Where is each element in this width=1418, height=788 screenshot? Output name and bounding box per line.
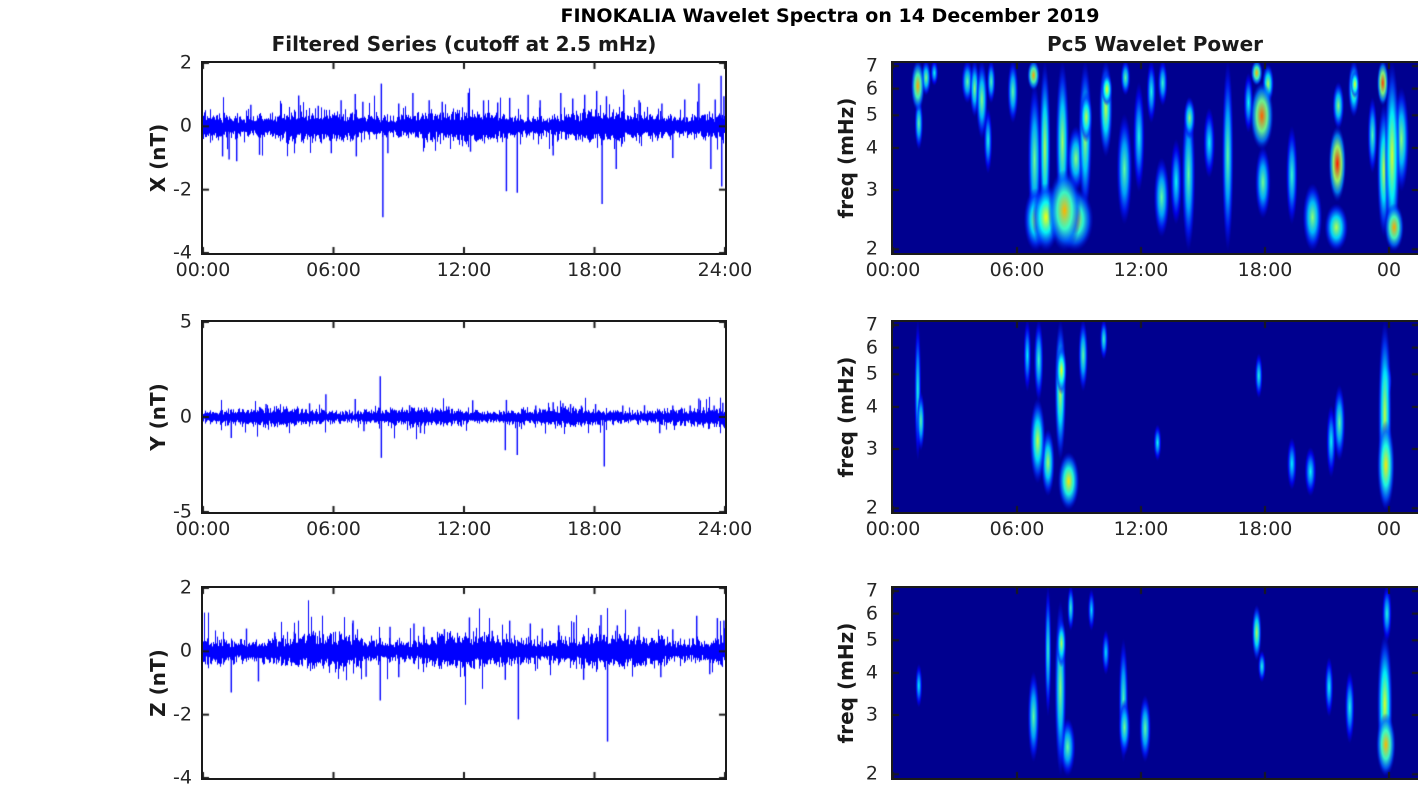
ytick-label-ts-x: 2 xyxy=(179,51,192,74)
xtick-label-sp-x: 00 xyxy=(1376,259,1402,281)
ytick-label-ts-z: 2 xyxy=(179,576,192,599)
ytick-label-sp-y: 4 xyxy=(865,395,878,418)
ytick-label-sp-x: 6 xyxy=(865,77,878,100)
xtick-label-ts-y: 18:00 xyxy=(567,518,622,540)
panel-spectrogram-y xyxy=(891,320,1418,514)
ytick-label-sp-z: 2 xyxy=(865,762,878,785)
ytick-label-ts-x: -2 xyxy=(173,178,192,201)
ytick-label-sp-x: 2 xyxy=(865,237,878,260)
xtick-label-ts-y: 24:00 xyxy=(697,518,753,540)
ytick-label-sp-z: 7 xyxy=(865,579,878,602)
xtick-label-ts-x: 06:00 xyxy=(306,259,361,281)
ytick-label-sp-y: 3 xyxy=(865,437,878,460)
ytick-label-sp-y: 7 xyxy=(865,313,878,336)
timeseries-y-plot xyxy=(203,322,725,512)
xtick-label-sp-x: 18:00 xyxy=(1237,259,1293,281)
ytick-label-sp-x: 3 xyxy=(865,178,878,201)
ytick-label-sp-z: 3 xyxy=(865,703,878,726)
timeseries-x-plot xyxy=(203,63,725,253)
ytick-label-sp-y: 6 xyxy=(865,336,878,359)
xtick-label-ts-y: 12:00 xyxy=(436,518,492,540)
figure-title: FINOKALIA Wavelet Spectra on 14 December… xyxy=(560,5,1100,27)
xtick-label-sp-x: 12:00 xyxy=(1113,259,1169,281)
panel-timeseries-y xyxy=(201,320,727,514)
xtick-label-sp-y: 18:00 xyxy=(1237,518,1293,540)
panel-timeseries-x xyxy=(201,61,727,255)
xtick-label-sp-x: 06:00 xyxy=(989,259,1045,281)
xtick-label-ts-x: 24:00 xyxy=(697,259,753,281)
ytick-label-sp-z: 4 xyxy=(865,661,878,684)
ytick-label-ts-z: -2 xyxy=(173,703,192,726)
ytick-label-ts-x: 0 xyxy=(179,114,192,137)
timeseries-z-plot xyxy=(203,588,725,778)
ytick-label-ts-z: 0 xyxy=(179,639,192,662)
ytick-label-ts-y: 5 xyxy=(179,310,192,333)
xtick-label-ts-x: 00:00 xyxy=(175,259,231,281)
xtick-label-sp-x: 00:00 xyxy=(865,259,921,281)
ytick-label-sp-z: 5 xyxy=(865,628,878,651)
xtick-label-ts-x: 18:00 xyxy=(567,259,622,281)
ytick-label-ts-y: 0 xyxy=(179,405,192,428)
panel-spectrogram-z xyxy=(891,586,1418,780)
ytick-label-sp-y: 2 xyxy=(865,496,878,519)
ytick-label-ts-z: -4 xyxy=(173,766,192,788)
spectrogram-y-plot xyxy=(893,322,1418,512)
spectrogram-x-plot xyxy=(893,63,1418,253)
xtick-label-ts-y: 00:00 xyxy=(175,518,231,540)
ytick-label-ts-x: -4 xyxy=(173,241,192,264)
right-column-title: Pc5 Wavelet Power xyxy=(1046,32,1264,56)
left-column-title: Filtered Series (cutoff at 2.5 mHz) xyxy=(271,32,657,56)
panel-timeseries-z xyxy=(201,586,727,780)
xtick-label-ts-x: 12:00 xyxy=(436,259,492,281)
xtick-label-sp-y: 06:00 xyxy=(989,518,1045,540)
spectrogram-z-plot xyxy=(893,588,1418,778)
xtick-label-sp-y: 00 xyxy=(1376,518,1402,540)
ytick-label-sp-x: 4 xyxy=(865,136,878,159)
ytick-label-sp-z: 6 xyxy=(865,602,878,625)
xtick-label-sp-y: 00:00 xyxy=(865,518,921,540)
xtick-label-ts-y: 06:00 xyxy=(306,518,361,540)
xtick-label-sp-y: 12:00 xyxy=(1113,518,1169,540)
ytick-label-sp-y: 5 xyxy=(865,362,878,385)
ytick-label-ts-y: -5 xyxy=(173,500,192,523)
ytick-label-sp-x: 7 xyxy=(865,54,878,77)
ytick-label-sp-x: 5 xyxy=(865,103,878,126)
panel-spectrogram-x xyxy=(891,61,1418,255)
